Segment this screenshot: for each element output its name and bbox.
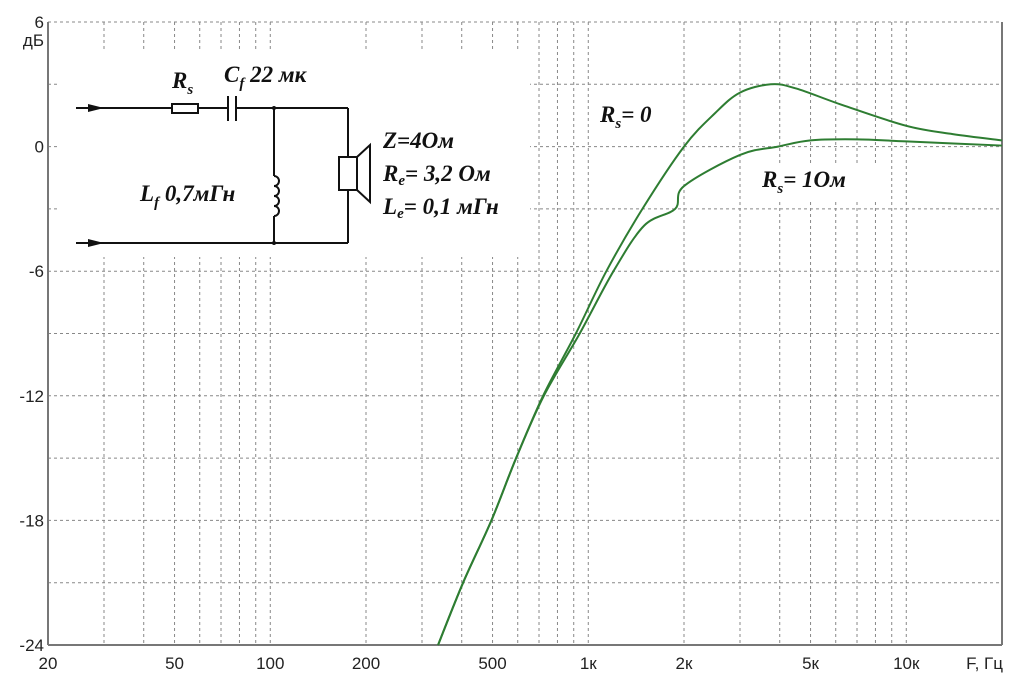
- junction-dot: [272, 106, 276, 110]
- circuit-diagram: Rs Cf 22 мк Lf 0,7мГн Z=4Ом Re= 3,2 Ом L…: [60, 50, 530, 257]
- lf-label: Lf 0,7мГн: [139, 181, 236, 211]
- x-tick-label: 20: [39, 654, 58, 673]
- series-label-bg: [596, 96, 674, 134]
- x-tick-label: 5к: [802, 654, 819, 673]
- junction-dot: [272, 241, 276, 245]
- x-tick-label: 2к: [676, 654, 693, 673]
- series-line-rs1: [437, 138, 1003, 646]
- x-tick-label: 100: [256, 654, 284, 673]
- x-tick-label: 500: [478, 654, 506, 673]
- x-tick-label: 10к: [893, 654, 920, 673]
- series-label-rs1: Rs= 1Ом: [761, 167, 846, 197]
- re-label: Re= 3,2 Ом: [382, 161, 491, 189]
- arrow-icon: [88, 104, 104, 112]
- x-tick-label: 50: [165, 654, 184, 673]
- y-tick-label: 6: [35, 13, 44, 32]
- circuit-background: [60, 50, 530, 257]
- z-label: Z=4Ом: [382, 128, 454, 153]
- series-label-bg: [758, 166, 876, 202]
- le-label: Le= 0,1 мГн: [382, 194, 499, 222]
- series-label-rs0: Rs= 0: [599, 102, 652, 132]
- x-axis-label: F, Гц: [966, 654, 1003, 673]
- y-unit-label: дБ: [23, 31, 44, 50]
- resistor-rs: [171, 103, 199, 114]
- y-tick-label: -18: [19, 511, 44, 530]
- cf-label: Cf 22 мк: [224, 62, 308, 92]
- axes: 20 50 100 200 500 1к 2к 5к 10к F, Гц 6 0 -6 -12 -18 -24…: [19, 13, 1003, 673]
- speaker-cone: [356, 142, 371, 205]
- y-tick-label: -6: [29, 262, 44, 281]
- x-tick-label: 200: [352, 654, 380, 673]
- x-tick-label: 1к: [580, 654, 597, 673]
- y-tick-label: -24: [19, 636, 44, 655]
- rs-label: Rs: [171, 68, 193, 98]
- inductor-lf: [273, 175, 280, 217]
- curves: [437, 83, 1003, 646]
- arrow-icon: [88, 239, 104, 247]
- speaker-magnet: [338, 156, 358, 191]
- y-tick-label: -12: [19, 387, 44, 406]
- y-tick-label: 0: [35, 138, 44, 157]
